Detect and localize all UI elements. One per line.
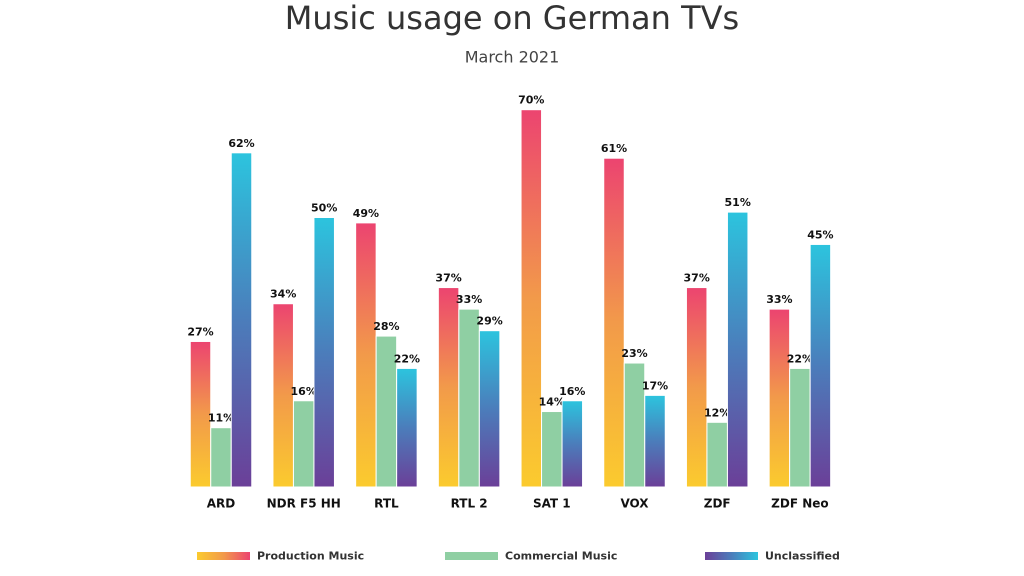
x-tick-label: RTL: [374, 497, 399, 511]
value-label: 33%: [766, 293, 792, 306]
value-label: 37%: [684, 272, 710, 285]
value-label: 28%: [373, 320, 399, 333]
x-tick-label: VOX: [620, 497, 649, 511]
bar: [726, 211, 749, 488]
legend-swatch: [705, 552, 758, 560]
value-label: 16%: [291, 385, 317, 398]
value-label: 70%: [518, 94, 544, 107]
bar: [458, 308, 480, 488]
value-label: 27%: [187, 325, 213, 338]
value-label: 34%: [270, 288, 296, 301]
legend-label: Unclassified: [765, 550, 840, 563]
legend-label: Commercial Music: [505, 550, 617, 563]
chart-subtitle: March 2021: [465, 48, 560, 67]
bar: [230, 152, 253, 488]
value-label: 33%: [456, 293, 482, 306]
bar: [520, 109, 543, 488]
bar: [768, 308, 791, 488]
bar: [603, 157, 625, 488]
value-label: 50%: [311, 202, 337, 215]
value-label: 22%: [787, 352, 813, 365]
bar: [313, 217, 335, 488]
bar: [561, 400, 584, 488]
value-label: 61%: [601, 142, 627, 155]
value-label: 12%: [704, 406, 730, 419]
value-label: 51%: [725, 196, 751, 209]
bar: [396, 367, 418, 488]
x-tick-label: RTL 2: [451, 497, 488, 511]
bar: [541, 411, 563, 488]
bar: [437, 287, 460, 488]
value-label: 11%: [208, 412, 234, 425]
legend-label: Production Music: [257, 550, 364, 563]
value-label: 29%: [476, 315, 502, 328]
chart-title: Music usage on German TVs: [285, 0, 739, 37]
x-tick-label: NDR F5 HH: [267, 497, 341, 511]
value-label: 62%: [228, 137, 254, 150]
bar: [210, 427, 232, 488]
value-label: 22%: [394, 352, 420, 365]
bar: [189, 340, 212, 488]
legend-swatch: [445, 552, 498, 560]
x-tick-label: ZDF Neo: [771, 497, 828, 511]
bar: [355, 222, 377, 488]
x-tick-label: SAT 1: [533, 497, 571, 511]
value-label: 45%: [807, 228, 833, 241]
value-label: 14%: [539, 396, 565, 409]
value-label: 23%: [621, 347, 647, 360]
bar: [809, 243, 832, 488]
x-tick-label: ZDF: [704, 497, 731, 511]
bar: [478, 330, 501, 488]
bar: [292, 400, 315, 488]
value-label: 16%: [559, 385, 585, 398]
bar: [706, 421, 728, 488]
bar: [685, 287, 708, 488]
bar: [789, 367, 811, 488]
x-tick-label: ARD: [207, 497, 236, 511]
value-label: 17%: [642, 379, 668, 392]
bar: [644, 394, 666, 488]
value-label: 37%: [435, 272, 461, 285]
bar: [272, 303, 294, 488]
legend-swatch: [197, 552, 250, 560]
value-label: 49%: [353, 207, 379, 220]
